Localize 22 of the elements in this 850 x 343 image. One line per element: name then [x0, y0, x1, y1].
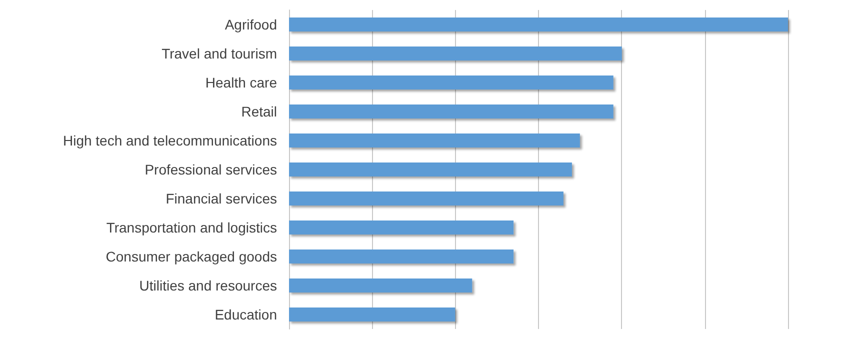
y-tick-label: High tech and telecommunications — [62, 132, 277, 148]
bar — [289, 192, 564, 206]
bar — [289, 162, 572, 176]
bar — [289, 104, 614, 118]
y-tick-label: Travel and tourism — [162, 46, 277, 62]
bar — [289, 250, 514, 264]
bar — [289, 308, 456, 322]
y-tick-label: Retail — [241, 104, 277, 120]
bar — [289, 76, 614, 90]
y-tick-label: Consumer packaged goods — [106, 248, 277, 264]
y-tick-label: Financial services — [166, 190, 277, 206]
bar — [289, 278, 472, 292]
bar — [289, 134, 580, 148]
bar — [289, 18, 788, 32]
y-tick-label: Health care — [205, 74, 278, 90]
bar — [289, 46, 622, 60]
y-tick-label: Utilities and resources — [139, 278, 277, 294]
y-tick-label: Agrifood — [224, 16, 277, 32]
y-tick-label: Professional services — [144, 162, 277, 178]
bar — [289, 220, 514, 234]
y-tick-label: Education — [214, 306, 277, 322]
y-tick-label: Transportation and logistics — [106, 220, 277, 236]
